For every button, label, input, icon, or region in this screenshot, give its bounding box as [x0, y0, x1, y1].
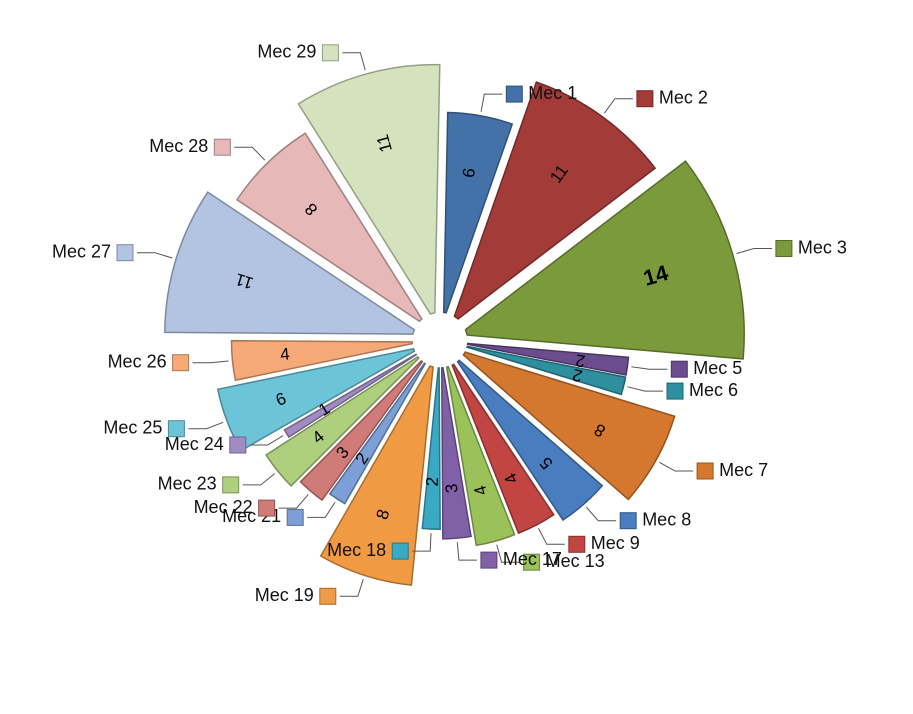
legend-swatch: [480, 551, 498, 569]
category-label: Mec 22: [194, 497, 253, 517]
legend-swatch: [213, 138, 231, 156]
category-label: Mec 2: [659, 87, 708, 107]
slice-value-label: 2: [574, 351, 586, 371]
category-label: Mec 18: [327, 540, 386, 560]
leader-line: [586, 506, 617, 522]
legend-swatch: [666, 382, 684, 400]
legend-swatch: [258, 499, 276, 517]
slice-value-label: 2: [571, 365, 585, 386]
legend-swatch: [636, 90, 654, 108]
category-label: Mec 23: [158, 474, 217, 494]
pie-slice-mec-23: [265, 355, 420, 487]
pie-slice-mec-13: [445, 365, 516, 547]
leader-line: [249, 435, 284, 446]
leader-line: [234, 146, 266, 161]
category-label: Mec 13: [546, 551, 605, 571]
category-label: Mec 25: [103, 417, 162, 437]
leader-line: [192, 360, 229, 364]
category-label: Mec 1: [528, 83, 577, 103]
legend-swatch: [172, 354, 190, 372]
legend-swatch: [696, 462, 714, 480]
legend-swatch: [523, 553, 541, 571]
category-label: Mec 24: [165, 434, 224, 454]
category-label: Mec 19: [255, 585, 314, 605]
pie-slice-mec-18: [421, 367, 441, 531]
category-label: Mec 28: [149, 136, 208, 156]
pie-slice-mec-5: [466, 342, 630, 376]
legend-swatch: [229, 436, 247, 454]
pie-slice-mec-6: [466, 345, 627, 396]
pie-slice-mec-8: [456, 359, 604, 522]
pie-slice-mec-28: [235, 132, 423, 323]
leader-line: [659, 461, 694, 472]
slices-group: [164, 63, 745, 586]
category-label: Mec 26: [108, 351, 167, 371]
pie-slice-mec-24: [283, 353, 418, 439]
slice-value-label: 2: [423, 477, 442, 487]
legend-swatch: [619, 512, 637, 530]
pie-slice-mec-2: [453, 81, 657, 320]
leader-line: [339, 578, 364, 597]
leader-line: [480, 93, 503, 112]
category-label: Mec 7: [719, 460, 768, 480]
legend-swatch: [167, 420, 185, 438]
legend-swatch: [505, 85, 523, 103]
category-label: Mec 17: [503, 549, 562, 569]
category-label: Mec 6: [689, 380, 738, 400]
legend-swatch: [286, 508, 304, 526]
leader-line: [631, 366, 668, 370]
leader-line: [412, 533, 432, 552]
pie-slice-mec-26: [230, 339, 414, 382]
pie-slice-mec-27: [164, 191, 416, 335]
category-label: Mec 9: [591, 533, 640, 553]
category-label: Mec 5: [693, 358, 742, 378]
leader-line: [603, 98, 633, 114]
pie-slice-mec-22: [299, 359, 424, 502]
pie-slice-mec-1: [442, 111, 514, 314]
leader-line: [242, 473, 276, 486]
slice-value-label: 6: [459, 167, 479, 180]
category-label: Mec 3: [798, 237, 847, 257]
leader-line: [342, 52, 366, 71]
pie-slice-mec-3: [464, 160, 745, 360]
legend-swatch: [391, 542, 409, 560]
category-label: Mec 29: [257, 42, 316, 62]
legend-swatch: [775, 240, 793, 257]
slice-value-label: 11: [373, 132, 396, 154]
pie-slice-mec-7: [462, 351, 676, 501]
leader-line: [307, 502, 336, 518]
legend-swatch: [670, 360, 688, 378]
slice-value-label: 4: [279, 344, 290, 364]
pie-slice-mec-17: [441, 367, 472, 540]
leader-line: [736, 248, 772, 254]
pie-slice-mec-29: [297, 63, 441, 315]
legend-swatch: [116, 244, 134, 262]
leader-line: [496, 544, 520, 563]
legend-swatch: [222, 476, 240, 494]
slice-value-label: 11: [233, 269, 255, 292]
leader-line: [456, 542, 477, 561]
legend-swatch: [568, 535, 586, 553]
legend-swatch: [319, 587, 337, 605]
leader-line: [278, 494, 309, 509]
leader-line: [137, 252, 173, 259]
leader-line: [627, 386, 663, 392]
leader-line: [538, 528, 565, 545]
pie-slice-mec-21: [328, 362, 427, 505]
slice-value-label: 3: [442, 483, 462, 494]
pie-slice-mec-19: [319, 365, 434, 586]
category-label: Mec 8: [642, 509, 691, 529]
leader-line: [188, 421, 224, 430]
category-label: Mec 27: [52, 241, 111, 261]
pie-slice-mec-9: [451, 363, 555, 535]
legend-swatch: [321, 44, 339, 62]
